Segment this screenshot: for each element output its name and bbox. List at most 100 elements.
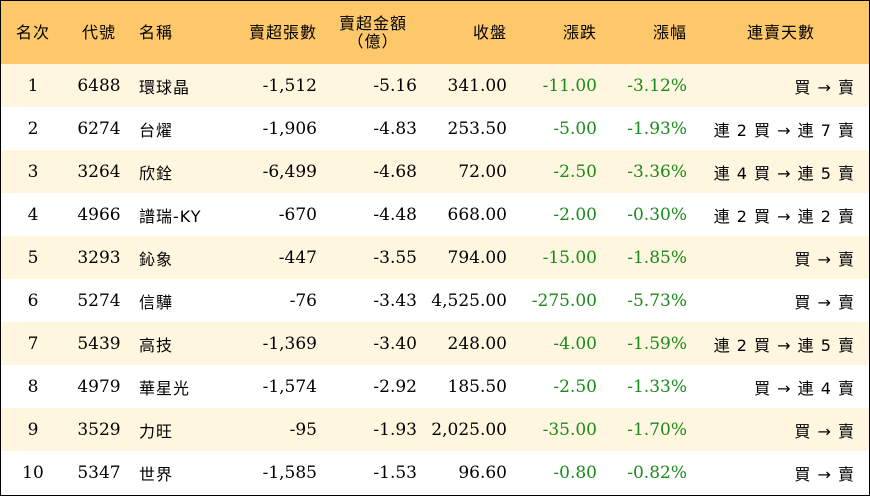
lots-cell: -6,499 [262, 161, 317, 182]
close-cell: 185.50 [447, 376, 507, 397]
amount-cell: -2.92 [373, 376, 417, 397]
rank-cell: 9 [27, 419, 39, 440]
table-row: 9 3529 力旺 -95 -1.93 2,025.00 -35.00 -1.7… [1, 408, 869, 451]
streak-cell: 連 2 買 → 連 5 賣 [713, 335, 855, 355]
change-pct-cell: -0.30% [627, 204, 687, 225]
code-cell: 5439 [77, 333, 121, 354]
change-pct-cell: -0.82% [627, 462, 687, 483]
close-cell: 2,025.00 [431, 419, 507, 440]
rank-cell: 1 [27, 75, 39, 96]
amount-cell: -4.68 [373, 161, 417, 182]
header-net-sell-amount: 賣超金額 （億） [323, 1, 423, 64]
header-code: 代號 [81, 22, 116, 42]
change-cell: -2.50 [553, 376, 597, 397]
amount-cell: -3.55 [373, 247, 417, 268]
streak-cell: 連 4 買 → 連 5 賣 [713, 163, 855, 183]
rank-cell: 3 [27, 161, 39, 182]
name-cell: 環球晶 [139, 77, 191, 97]
change-cell: -4.00 [553, 333, 597, 354]
name-cell: 譜瑞-KY [139, 206, 202, 226]
amount-cell: -1.53 [373, 462, 417, 483]
code-cell: 3529 [77, 419, 121, 440]
change-pct-cell: -1.93% [627, 118, 687, 139]
lots-cell: -1,369 [262, 333, 317, 354]
header-change: 漲跌 [562, 22, 597, 42]
change-cell: -275.00 [531, 290, 597, 311]
change-pct-cell: -3.36% [627, 161, 687, 182]
close-cell: 96.60 [458, 462, 507, 483]
code-cell: 5347 [77, 462, 121, 483]
lots-cell: -1,512 [262, 75, 317, 96]
table-row: 5 3293 鈊象 -447 -3.55 794.00 -15.00 -1.85… [1, 236, 869, 279]
close-cell: 72.00 [458, 161, 507, 182]
code-cell: 3293 [77, 247, 121, 268]
lots-cell: -447 [278, 247, 317, 268]
header-rank: 名次 [15, 22, 50, 42]
amount-cell: -1.93 [373, 419, 417, 440]
table-body: 1 6488 環球晶 -1,512 -5.16 341.00 -11.00 -3… [1, 64, 869, 494]
close-cell: 341.00 [447, 75, 507, 96]
lots-cell: -1,906 [262, 118, 317, 139]
lots-cell: -670 [278, 204, 317, 225]
streak-cell: 買 → 賣 [794, 464, 855, 484]
close-cell: 253.50 [447, 118, 507, 139]
change-pct-cell: -1.33% [627, 376, 687, 397]
name-cell: 鈊象 [139, 249, 174, 269]
table-row: 2 6274 台燿 -1,906 -4.83 253.50 -5.00 -1.9… [1, 107, 869, 150]
name-cell: 欣銓 [139, 163, 174, 183]
header-change-pct: 漲幅 [652, 22, 687, 42]
rank-cell: 5 [27, 247, 39, 268]
table-row: 3 3264 欣銓 -6,499 -4.68 72.00 -2.50 -3.36… [1, 150, 869, 193]
streak-cell: 連 2 買 → 連 2 賣 [713, 206, 855, 226]
change-cell: -5.00 [553, 118, 597, 139]
name-cell: 華星光 [139, 378, 191, 398]
table-row: 4 4966 譜瑞-KY -670 -4.48 668.00 -2.00 -0.… [1, 193, 869, 236]
table-row: 7 5439 高技 -1,369 -3.40 248.00 -4.00 -1.5… [1, 322, 869, 365]
code-cell: 4966 [77, 204, 121, 225]
streak-cell: 買 → 連 4 賣 [754, 378, 855, 398]
rank-cell: 6 [27, 290, 39, 311]
code-cell: 5274 [77, 290, 121, 311]
code-cell: 6488 [77, 75, 121, 96]
close-cell: 248.00 [447, 333, 507, 354]
change-pct-cell: -1.70% [627, 419, 687, 440]
rank-cell: 7 [27, 333, 39, 354]
streak-cell: 買 → 賣 [794, 421, 855, 441]
close-cell: 4,525.00 [431, 290, 507, 311]
lots-cell: -1,585 [262, 462, 317, 483]
streak-cell: 買 → 賣 [794, 292, 855, 312]
code-cell: 6274 [77, 118, 121, 139]
header-row: 名次 代號 名稱 賣超張數 賣超金額 （億） 收盤 漲跌 漲幅 連賣天數 [1, 1, 869, 64]
table-row: 1 6488 環球晶 -1,512 -5.16 341.00 -11.00 -3… [1, 64, 869, 107]
table-row: 8 4979 華星光 -1,574 -2.92 185.50 -2.50 -1.… [1, 365, 869, 408]
rank-cell: 2 [27, 118, 39, 139]
change-pct-cell: -3.12% [627, 75, 687, 96]
change-pct-cell: -5.73% [627, 290, 687, 311]
streak-cell: 買 → 賣 [794, 249, 855, 269]
header-net-sell-lots: 賣超張數 [248, 22, 317, 42]
name-cell: 高技 [139, 335, 174, 355]
amount-cell: -4.83 [373, 118, 417, 139]
close-cell: 794.00 [447, 247, 507, 268]
header-streak: 連賣天數 [746, 22, 815, 42]
rank-cell: 4 [27, 204, 39, 225]
header-name: 名稱 [139, 22, 174, 42]
table-row: 10 5347 世界 -1,585 -1.53 96.60 -0.80 -0.8… [1, 451, 869, 494]
change-pct-cell: -1.59% [627, 333, 687, 354]
change-pct-cell: -1.85% [627, 247, 687, 268]
change-cell: -11.00 [542, 75, 597, 96]
amount-cell: -3.40 [373, 333, 417, 354]
streak-cell: 買 → 賣 [794, 77, 855, 97]
header-net-sell-amount-label: 賣超金額 [338, 13, 407, 33]
change-cell: -2.00 [553, 204, 597, 225]
close-cell: 668.00 [447, 204, 507, 225]
table-row: 6 5274 信驊 -76 -3.43 4,525.00 -275.00 -5.… [1, 279, 869, 322]
change-cell: -15.00 [542, 247, 597, 268]
name-cell: 台燿 [139, 120, 174, 140]
name-cell: 信驊 [139, 292, 174, 312]
change-cell: -35.00 [542, 419, 597, 440]
rank-cell: 10 [22, 462, 44, 483]
rank-cell: 8 [27, 376, 39, 397]
streak-cell: 連 2 買 → 連 7 賣 [713, 120, 855, 140]
